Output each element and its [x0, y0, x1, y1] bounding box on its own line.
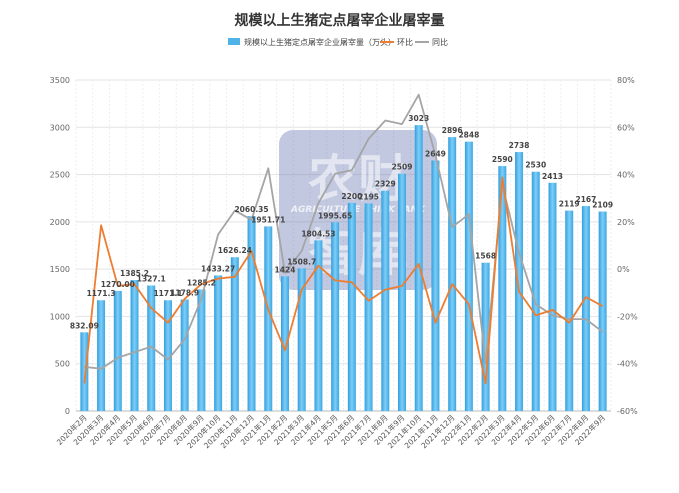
bar [97, 300, 106, 411]
bar [264, 226, 273, 411]
y-left-tick-label: 1500 [50, 265, 70, 274]
bar-value-label: 3023 [408, 114, 429, 123]
bar [214, 275, 223, 411]
bar [381, 190, 390, 411]
y-left-tick-label: 1000 [50, 312, 70, 321]
y-left-tick-label: 2000 [50, 218, 70, 227]
bar [280, 276, 289, 411]
bar-value-label: 1285.2 [187, 278, 216, 287]
bar [481, 262, 490, 411]
y-right-tick-label: -40% [617, 360, 638, 369]
bar-value-label: 1171.1 [153, 289, 182, 298]
bar [498, 166, 507, 411]
bar [448, 137, 457, 411]
bar [464, 141, 473, 411]
bar-value-label: 1995.65 [318, 211, 352, 220]
bar-value-label: 1951.71 [251, 215, 285, 224]
bar-value-label: 2509 [392, 163, 413, 172]
bar-value-label: 1385.2 [120, 269, 149, 278]
y-left-tick-label: 500 [55, 360, 70, 369]
bar [247, 216, 256, 411]
y-left-tick-label: 0 [65, 407, 70, 416]
y-right-tick-label: -60% [617, 407, 638, 416]
yoy-line [84, 93, 604, 370]
bar-value-label: 1327.1 [137, 274, 166, 283]
bar-value-label: 1424 [275, 265, 296, 274]
bar [331, 222, 340, 411]
bar-value-label: 2329 [375, 180, 396, 189]
y-left-tick-label: 3000 [50, 123, 70, 132]
bar [314, 240, 323, 411]
bar [398, 173, 407, 411]
mom-line [83, 176, 604, 385]
bar [581, 206, 590, 411]
bar-value-label: 1433.27 [201, 264, 235, 273]
y-left-tick-label: 3500 [50, 76, 70, 85]
bar [531, 171, 540, 411]
bar-value-label: 2195 [358, 192, 379, 201]
bar [230, 257, 239, 411]
bar [197, 289, 206, 411]
y-left-tick-label: 2500 [50, 171, 70, 180]
y-right-tick-label: 40% [617, 171, 635, 180]
legend-bar-swatch [228, 38, 240, 45]
bar [113, 290, 122, 411]
bar [347, 202, 356, 411]
bar-value-label: 1178.9 [170, 289, 199, 298]
y-right-tick-label: -20% [617, 312, 638, 321]
y-right-tick-label: 60% [617, 123, 635, 132]
y-right-tick-label: 80% [617, 76, 635, 85]
bar-value-label: 2738 [509, 141, 530, 150]
bar [515, 152, 524, 412]
watermark-subtext: AGRICULTURE THINK TANK [290, 205, 426, 215]
bar-value-label: 1270.00 [101, 280, 135, 289]
bar [414, 125, 423, 412]
bar-value-label: 832.09 [70, 321, 99, 330]
bar [180, 299, 189, 411]
bar-value-label: 2896 [442, 126, 463, 135]
bar-value-label: 2413 [542, 172, 563, 181]
y-right-tick-label: 0% [617, 265, 630, 274]
bar-value-label: 2590 [492, 155, 513, 164]
bar [80, 332, 89, 411]
bar-value-label: 1626.24 [218, 246, 252, 255]
bar-value-label: 2848 [458, 131, 479, 140]
bar [364, 203, 373, 411]
bar [565, 210, 574, 411]
bar [431, 160, 440, 411]
bar [147, 285, 156, 411]
bar [548, 182, 557, 411]
bar-value-label: 2530 [525, 161, 546, 170]
bar-value-label: 2109 [592, 201, 613, 210]
legend-yoy-label: 同比 [432, 37, 448, 47]
legend-mom-label: 环比 [397, 37, 413, 47]
bar-value-label: 2060.35 [234, 205, 268, 214]
bar [130, 279, 139, 411]
bar-value-label: 1171.3 [87, 289, 116, 298]
y-right-tick-label: 20% [617, 218, 635, 227]
bar-value-label: 2119 [559, 200, 580, 209]
bar-value-label: 2200 [341, 192, 362, 201]
bar [598, 211, 607, 411]
bar-value-label: 1804.53 [301, 229, 335, 238]
chart-title: 规模以上生猪定点屠宰企业屠宰量 [234, 13, 445, 29]
legend-bar-label: 规模以上生猪定点屠宰企业屠宰量（万头） [244, 37, 396, 47]
bar [297, 268, 306, 411]
bar-value-label: 2167 [575, 195, 596, 204]
bar-value-label: 1508.7 [287, 257, 316, 266]
bar-value-label: 2649 [425, 149, 446, 158]
bar-value-label: 1568 [475, 252, 496, 261]
bar [163, 300, 172, 411]
